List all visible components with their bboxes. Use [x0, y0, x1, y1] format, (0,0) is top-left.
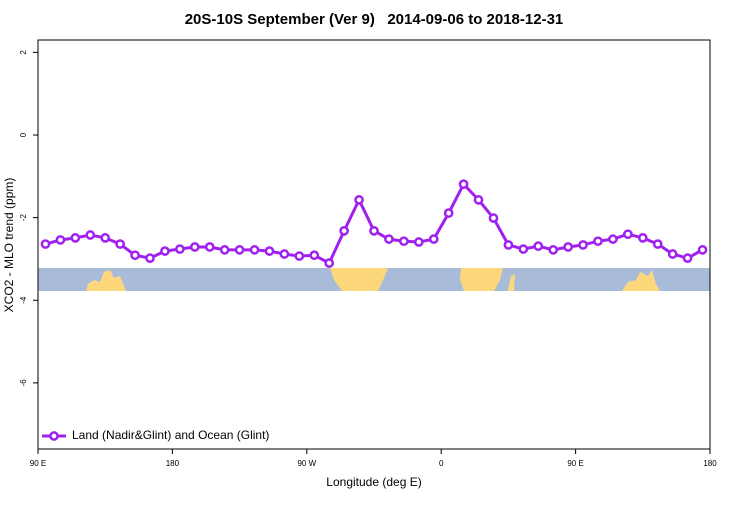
plot-frame: [37, 39, 711, 450]
y-tick-label: -6: [19, 379, 28, 387]
data-point: [294, 251, 305, 261]
x-tick-label: 0: [439, 459, 444, 468]
data-point: [563, 242, 573, 252]
land-patch: [508, 274, 515, 291]
data-point: [145, 253, 155, 263]
data-point: [473, 195, 484, 205]
y-tick-label: -4: [19, 296, 28, 304]
data-point: [593, 236, 603, 247]
data-point: [279, 249, 290, 259]
y-tick-label: 2: [19, 50, 28, 55]
data-point: [458, 179, 469, 190]
land-patch: [460, 268, 503, 291]
x-tick-label: 90 E: [30, 459, 46, 468]
data-point: [249, 245, 260, 255]
data-point: [637, 233, 648, 243]
data-point: [40, 239, 51, 249]
data-point: [518, 244, 529, 254]
x-tick-label: 90 W: [297, 459, 316, 468]
data-point: [488, 213, 499, 223]
data-point: [160, 246, 170, 256]
data-point: [503, 240, 514, 250]
data-point: [264, 246, 275, 256]
y-axis-label: XCO2 - MLO trend (ppm): [2, 178, 16, 313]
data-point: [55, 235, 66, 245]
x-tick-label: 180: [703, 459, 717, 468]
y-tick-label: 0: [19, 132, 28, 137]
data-point: [578, 240, 588, 250]
data-point: [667, 249, 678, 259]
data-point: [189, 242, 200, 252]
x-tick-label: 90 E: [567, 459, 583, 468]
data-point: [309, 250, 320, 261]
data-point: [623, 229, 633, 240]
data-point: [234, 245, 245, 255]
data-point: [652, 239, 663, 249]
data-point: [204, 242, 215, 252]
data-point: [428, 234, 439, 244]
data-point: [85, 230, 96, 240]
data-point: [369, 226, 379, 236]
chart-title: 20S-10S September (Ver 9) 2014-09-06 to …: [185, 11, 564, 28]
data-point: [339, 226, 349, 236]
data-point: [354, 195, 364, 205]
legend-marker: [49, 431, 59, 441]
land-patch: [622, 270, 660, 291]
data-point: [399, 236, 409, 247]
series-line: [45, 181, 704, 266]
data-point: [324, 258, 335, 268]
land-ocean-strip: [38, 268, 710, 291]
data-point: [384, 234, 394, 244]
x-axis-label: Longitude (deg E): [326, 475, 421, 489]
data-point: [608, 234, 618, 244]
data-point: [70, 233, 81, 243]
data-point: [219, 245, 230, 255]
y-tick-label: -2: [19, 214, 28, 222]
data-point: [682, 253, 693, 263]
data-point: [130, 250, 140, 261]
data-point: [443, 208, 454, 218]
data-point: [175, 244, 185, 254]
x-tick-label: 180: [166, 459, 180, 468]
land-patch: [86, 270, 126, 291]
land-patch: [330, 268, 388, 291]
data-point: [697, 245, 708, 255]
data-point: [548, 245, 559, 255]
data-point: [115, 239, 125, 249]
legend-label: Land (Nadir&Glint) and Ocean (Glint): [72, 428, 269, 442]
data-point: [533, 241, 544, 252]
data-point: [100, 233, 111, 243]
data-point: [413, 237, 424, 247]
